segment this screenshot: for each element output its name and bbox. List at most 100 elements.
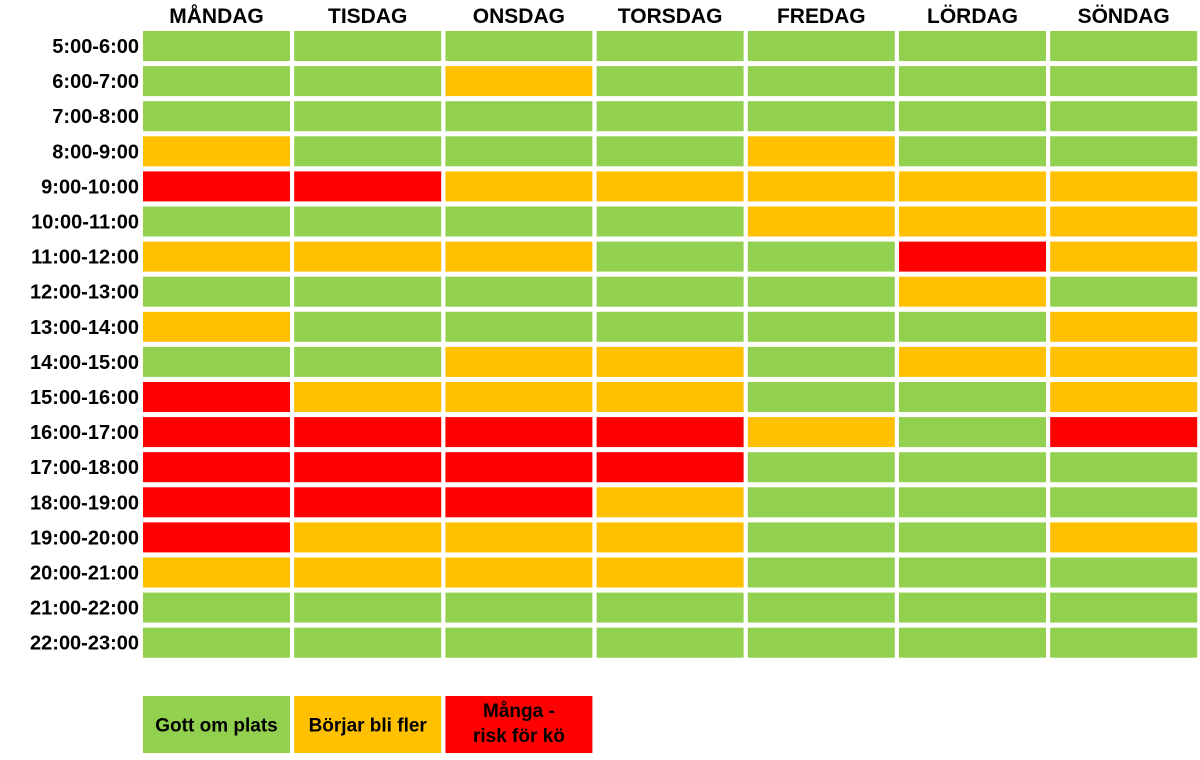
heatmap-cell (143, 452, 290, 483)
time-slot-label: 17:00-18:00 (30, 457, 139, 479)
heatmap-cell (596, 487, 744, 518)
heatmap-cell (596, 241, 744, 272)
heatmap-cell (294, 136, 442, 167)
heatmap-cell (294, 592, 442, 623)
heatmap-cell (143, 311, 290, 342)
heatmap-cell (899, 206, 1046, 237)
heatmap-cell (747, 171, 895, 202)
time-slot-label: 9:00-10:00 (41, 176, 139, 198)
heatmap-cell (294, 206, 442, 237)
heatmap-cell (747, 136, 895, 167)
heatmap-cell (445, 276, 593, 307)
legend-swatch (445, 696, 593, 753)
heatmap-cell (899, 241, 1046, 272)
time-slot-label: 5:00-6:00 (52, 36, 139, 58)
heatmap-cell (747, 627, 895, 658)
heatmap-cell (445, 417, 593, 448)
legend-label: Många - (483, 701, 555, 722)
heatmap-cell (445, 346, 593, 377)
heatmap-cell (143, 31, 290, 61)
day-headers: MÅNDAG TISDAG ONSDAG TORSDAG FREDAG LÖRDAG SÖN… (169, 4, 1170, 28)
heatmap-cell (143, 206, 290, 237)
heatmap-cell (596, 557, 744, 588)
time-slot-label: 12:00-13:00 (30, 282, 139, 304)
heatmap-cell (747, 66, 895, 97)
day-header: TORSDAG (618, 5, 723, 28)
heatmap-cell (445, 487, 593, 518)
heatmap-cell (294, 276, 442, 307)
heatmap-cell (747, 592, 895, 623)
heatmap-cell (1050, 522, 1198, 553)
heatmap-cell (899, 311, 1046, 342)
heatmap-cell (747, 241, 895, 272)
time-slot-label: 8:00-9:00 (52, 141, 139, 163)
heatmap-cell (596, 206, 744, 237)
legend-swatch (143, 696, 290, 753)
heatmap-cell (1050, 206, 1198, 237)
heatmap-cell (1050, 241, 1198, 272)
heatmap-cell (747, 206, 895, 237)
heatmap-cell (445, 452, 593, 483)
heatmap-cell (596, 276, 744, 307)
heatmap-cell (143, 417, 290, 448)
day-header: TISDAG (328, 5, 407, 28)
heatmap-cell (445, 136, 593, 167)
heatmap-cell (899, 346, 1046, 377)
heatmap-cell (747, 276, 895, 307)
heatmap-cell (1050, 417, 1198, 448)
heatmap-cell (899, 417, 1046, 448)
heatmap-cell (143, 557, 290, 588)
heatmap-cell (899, 382, 1046, 412)
heatmap-cell (1050, 487, 1198, 518)
heatmap-cell (143, 136, 290, 167)
heatmap-cell (899, 592, 1046, 623)
time-slot-label: 18:00-19:00 (30, 492, 139, 514)
heatmap-cell (899, 31, 1046, 61)
day-header: MÅNDAG (169, 4, 264, 28)
day-header: LÖRDAG (927, 5, 1018, 28)
heatmap-cell (445, 557, 593, 588)
heatmap-cell (143, 627, 290, 658)
heatmap-cell (747, 452, 895, 483)
legend-label: risk för kö (473, 726, 565, 747)
time-slot-label: 10:00-11:00 (31, 212, 139, 234)
heatmap-cell (1050, 557, 1198, 588)
heatmap-cell (899, 522, 1046, 553)
time-slot-label: 15:00-16:00 (30, 387, 139, 409)
heatmap-cells (143, 31, 1198, 658)
heatmap-cell (1050, 31, 1198, 61)
heatmap-cell (445, 382, 593, 412)
heatmap-cell (294, 101, 442, 132)
heatmap-cell (899, 557, 1046, 588)
heatmap-cell (899, 136, 1046, 167)
heatmap-cell (294, 241, 442, 272)
heatmap-cell (596, 522, 744, 553)
time-slot-label: 11:00-12:00 (31, 247, 139, 269)
heatmap-cell (1050, 592, 1198, 623)
day-header: FREDAG (777, 5, 866, 28)
heatmap-cell (596, 66, 744, 97)
heatmap-cell (1050, 452, 1198, 483)
heatmap-cell (294, 31, 442, 61)
heatmap-cell (294, 487, 442, 518)
heatmap-cell (445, 206, 593, 237)
heatmap-cell (596, 452, 744, 483)
heatmap-cell (899, 66, 1046, 97)
heatmap-cell (747, 31, 895, 61)
legend-swatch (294, 696, 442, 753)
day-header: ONSDAG (473, 5, 565, 28)
heatmap-cell (747, 346, 895, 377)
heatmap-cell (596, 627, 744, 658)
time-slot-label: 20:00-21:00 (30, 563, 139, 585)
heatmap-cell (294, 346, 442, 377)
heatmap-cell (899, 452, 1046, 483)
heatmap-cell (445, 66, 593, 97)
heatmap-cell (747, 487, 895, 518)
heatmap-cell (143, 522, 290, 553)
heatmap-cell (143, 592, 290, 623)
heatmap-cell (899, 101, 1046, 132)
heatmap-cell (899, 627, 1046, 658)
heatmap-cell (747, 311, 895, 342)
heatmap-cell (143, 101, 290, 132)
